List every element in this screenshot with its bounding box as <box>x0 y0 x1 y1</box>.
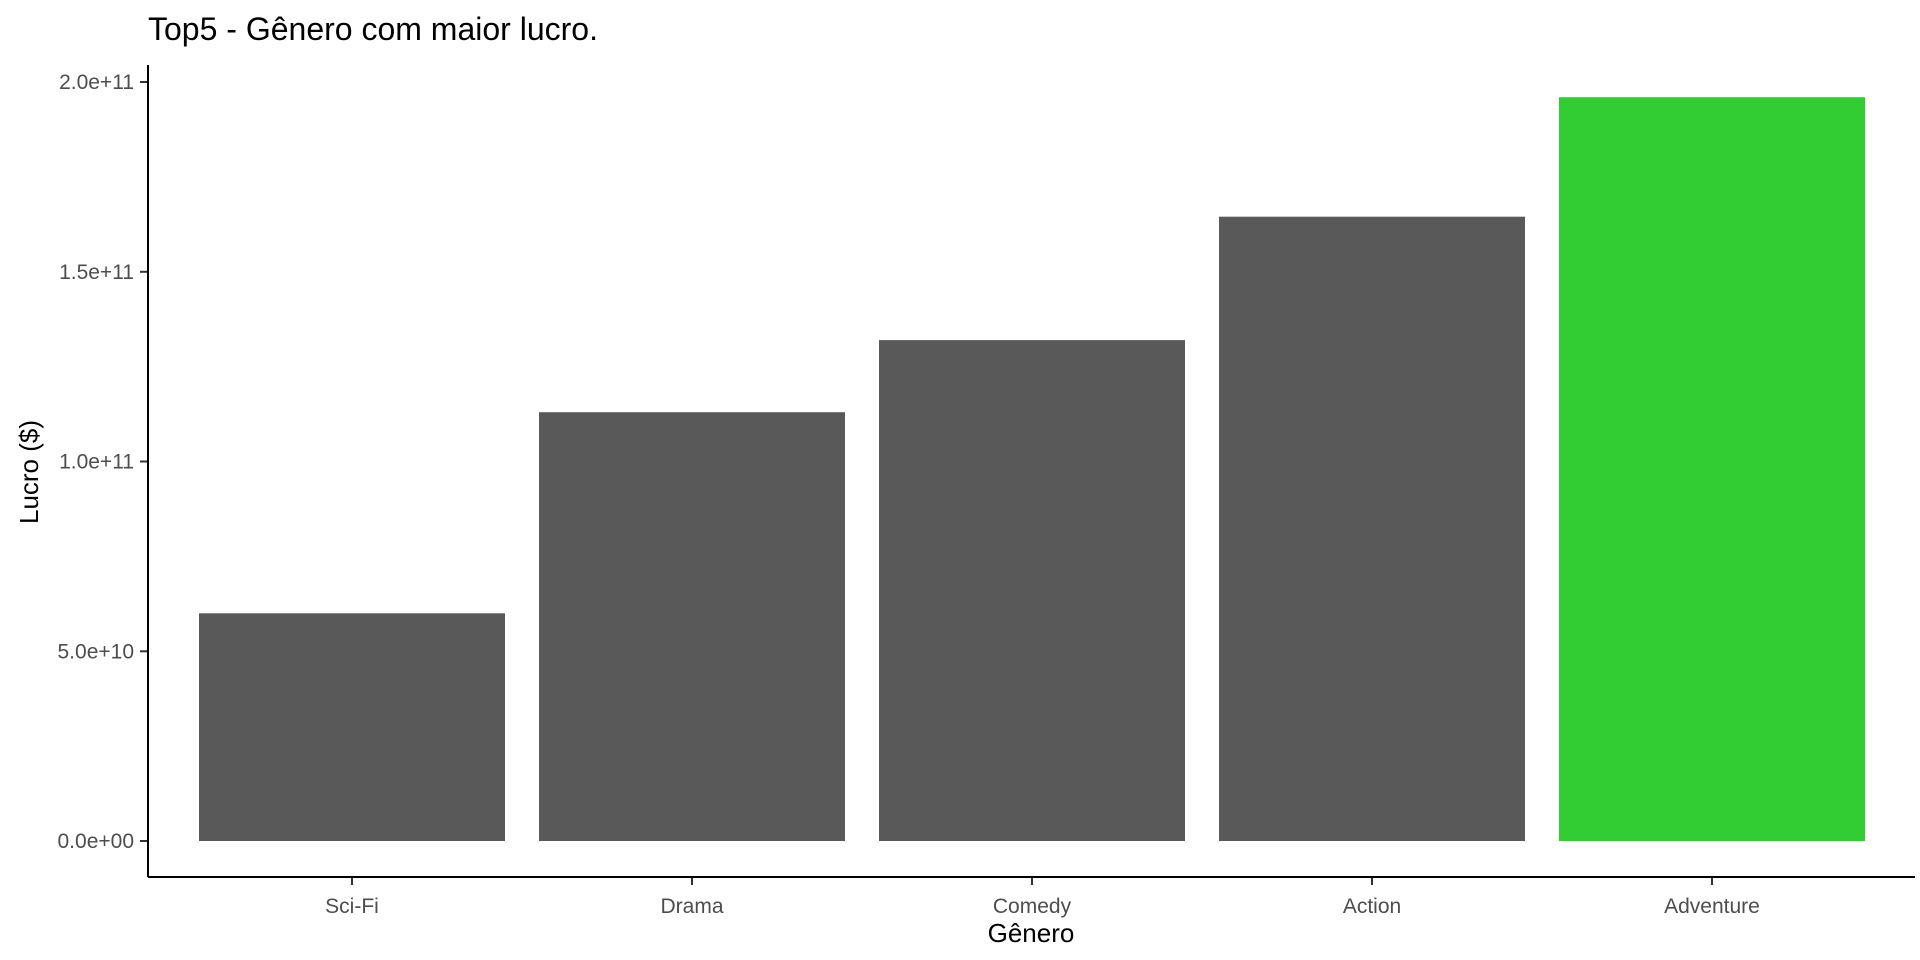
y-tick-label: 1.5e+11 <box>59 261 134 284</box>
bar-action <box>1219 216 1525 841</box>
y-axis-title: Lucro ($) <box>14 420 44 524</box>
x-axis-title: Gênero <box>988 918 1075 948</box>
x-tick-label: Action <box>1343 895 1401 918</box>
x-tick-label: Adventure <box>1664 895 1760 918</box>
bar-sci-fi <box>199 613 505 841</box>
y-axis: 0.0e+00 5.0e+10 1.0e+11 1.5e+11 2.0e+11 <box>58 65 149 877</box>
bar-comedy <box>879 340 1185 841</box>
bar-drama <box>539 412 845 841</box>
x-axis: Sci-Fi Drama Comedy Action Adventure <box>148 876 1915 918</box>
y-tick-label: 5.0e+10 <box>58 640 135 663</box>
bars-layer <box>199 97 1865 841</box>
x-tick-label: Comedy <box>993 895 1072 918</box>
y-tick-label: 0.0e+00 <box>58 830 135 853</box>
bar-adventure <box>1559 97 1865 841</box>
chart-title: Top5 - Gênero com maior lucro. <box>148 11 598 47</box>
x-tick-label: Sci-Fi <box>325 895 379 918</box>
x-tick-label: Drama <box>660 895 723 918</box>
y-tick-label: 1.0e+11 <box>59 451 134 474</box>
y-tick-label: 2.0e+11 <box>59 71 134 94</box>
